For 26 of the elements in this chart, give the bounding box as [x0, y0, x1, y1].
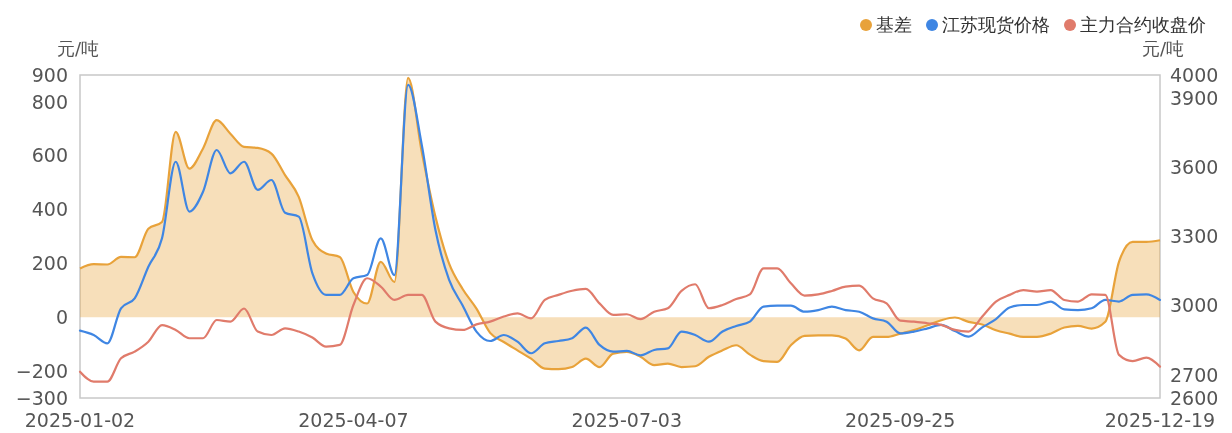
x-tick-label: 2025-07-03 — [571, 409, 683, 431]
y-tick-label: 600 — [31, 144, 68, 167]
y2-tick-label: 3300 — [1170, 225, 1219, 248]
x-tick-label: 2025-04-07 — [298, 409, 409, 431]
y-axis-title: 元/吨 — [56, 38, 100, 59]
y-tick-label: −200 — [15, 359, 68, 382]
y-tick-label: 0 — [55, 305, 68, 328]
y-tick-label: 400 — [31, 198, 68, 221]
legend-label: 主力合约收盘价 — [1080, 14, 1206, 35]
y2-tick-label: 4000 — [1170, 63, 1219, 86]
y-tick-label: −300 — [15, 386, 68, 409]
y-tick-label: 200 — [31, 252, 68, 275]
x-tick-label: 2025-12-19 — [1104, 409, 1216, 431]
legend-label: 基差 — [876, 14, 912, 35]
y2-tick-label: 3600 — [1170, 155, 1219, 178]
y2-axis-title: 元/吨 — [1141, 38, 1185, 59]
y-tick-label: 800 — [31, 90, 68, 113]
legend-label: 江苏现货价格 — [942, 14, 1050, 35]
x-tick-label: 2025-09-25 — [845, 409, 956, 431]
y2-tick-label: 3000 — [1170, 294, 1219, 317]
y2-tick-label: 2700 — [1170, 363, 1219, 386]
y2-tick-label: 3900 — [1170, 86, 1219, 109]
y-tick-label: 900 — [31, 63, 68, 86]
y2-tick-label: 2600 — [1170, 386, 1219, 409]
x-tick-label: 2025-01-02 — [24, 409, 136, 431]
line-series — [78, 267, 1162, 383]
